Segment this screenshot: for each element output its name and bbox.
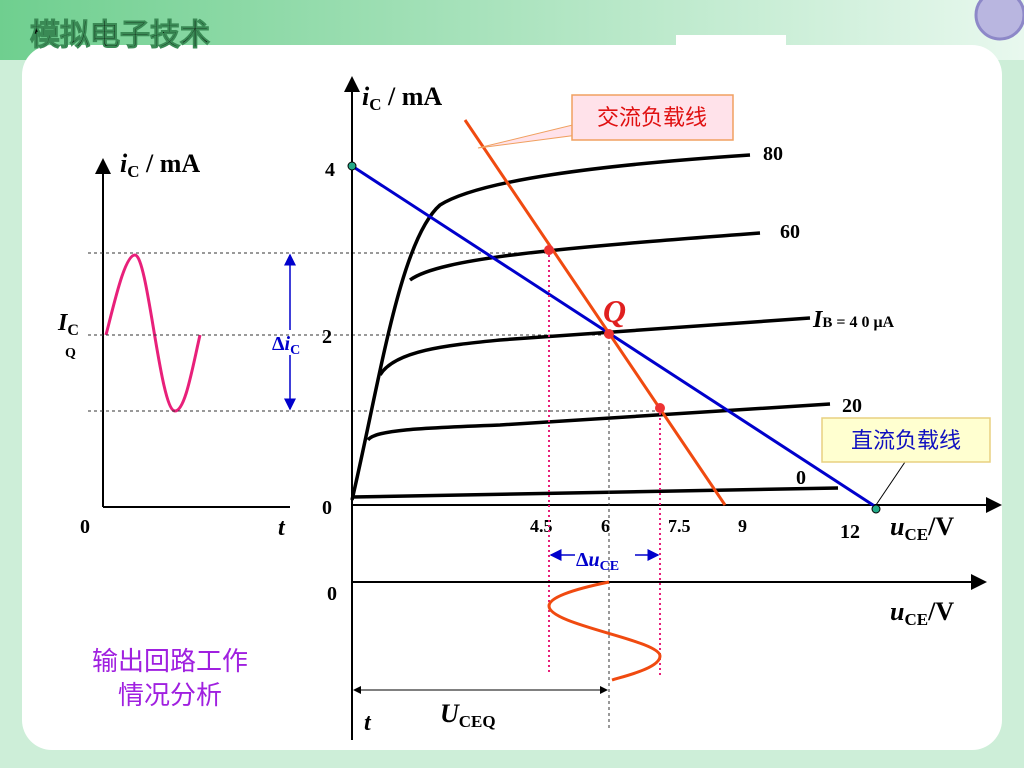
callout-text: 直流负载线 (851, 429, 961, 454)
t-label: t (364, 710, 372, 736)
tab (676, 35, 786, 49)
sub: B (822, 315, 832, 331)
unit: = 4 0 μA (832, 314, 894, 331)
sub: C (290, 343, 300, 358)
callout (821, 417, 991, 463)
dc-load-line (351, 164, 877, 509)
callout (571, 94, 734, 141)
unit: / mA (382, 82, 443, 111)
curve-60 (408, 231, 761, 282)
curve-label: 60 (780, 221, 800, 243)
sub: CE (904, 610, 928, 629)
curve-20 (366, 402, 831, 442)
panel (22, 45, 1002, 750)
q-label: Q (603, 293, 626, 329)
sym: i (120, 149, 128, 178)
left-y-label: iC / mA (120, 149, 200, 181)
point (655, 403, 665, 413)
sym: i (285, 333, 291, 355)
sym: u (890, 597, 904, 626)
y-tick-label: 0 (322, 497, 332, 519)
sym: u (589, 549, 600, 571)
sym: I (812, 307, 824, 333)
main-x-label: uCE/V (890, 512, 954, 544)
delta-uce: ΔuCE (576, 549, 619, 574)
curve-40 (378, 316, 811, 377)
unit: / mA (140, 149, 201, 178)
sym: i (362, 82, 370, 111)
caption: 输出回路工作 (92, 647, 248, 677)
sub: CEQ (459, 712, 496, 731)
curve-label: IB = 4 0 μA (812, 307, 895, 333)
curve-label: 20 (842, 395, 862, 417)
main-y-label: iC / mA (362, 82, 442, 114)
unit: /V (927, 512, 954, 541)
y-tick-label: 4 (325, 159, 335, 181)
unit: /V (927, 597, 954, 626)
curve-0 (351, 486, 839, 499)
sub: C (369, 95, 381, 114)
y-tick-label: 2 (322, 326, 332, 348)
corner-ornament (974, 0, 1024, 41)
header-title: 模拟电子技术 (30, 18, 210, 53)
point (544, 245, 554, 255)
point (347, 161, 357, 171)
point (871, 504, 881, 514)
origin: 0 (80, 516, 90, 538)
sub: CE (600, 559, 619, 574)
x-tick-label: 12 (840, 521, 860, 543)
x-tick-label: 6 (601, 516, 610, 536)
x-tick-label: 7.5 (668, 516, 691, 536)
sub: C (67, 322, 79, 339)
delta-ic: ΔiC (272, 333, 300, 358)
ic-wave (104, 253, 202, 413)
callout-text: 交流负载线 (597, 106, 707, 131)
icq-label: IC (57, 310, 79, 339)
caption: 情况分析 (118, 681, 222, 711)
curve-80 (350, 153, 751, 501)
bottom-x-label: uCE/V (890, 597, 954, 629)
sym: I (57, 310, 69, 336)
sym: U (440, 699, 460, 728)
t-label: t (278, 515, 286, 541)
x-tick-label: 4.5 (530, 516, 553, 536)
callout-pointer (875, 461, 906, 506)
curve-label: 0 (796, 467, 806, 489)
origin: 0 (327, 583, 337, 605)
q-point (604, 329, 614, 339)
x-tick-label: 9 (738, 516, 747, 536)
curve-label: 80 (763, 143, 783, 165)
sym: u (890, 512, 904, 541)
sub: Q (65, 346, 76, 361)
delta: Δ (576, 549, 589, 571)
sub: CE (904, 525, 928, 544)
uceq-label: UCEQ (440, 699, 496, 731)
delta: Δ (272, 333, 285, 355)
uce-wave (547, 580, 662, 682)
sub: C (127, 162, 139, 181)
ac-load-line (463, 119, 727, 506)
